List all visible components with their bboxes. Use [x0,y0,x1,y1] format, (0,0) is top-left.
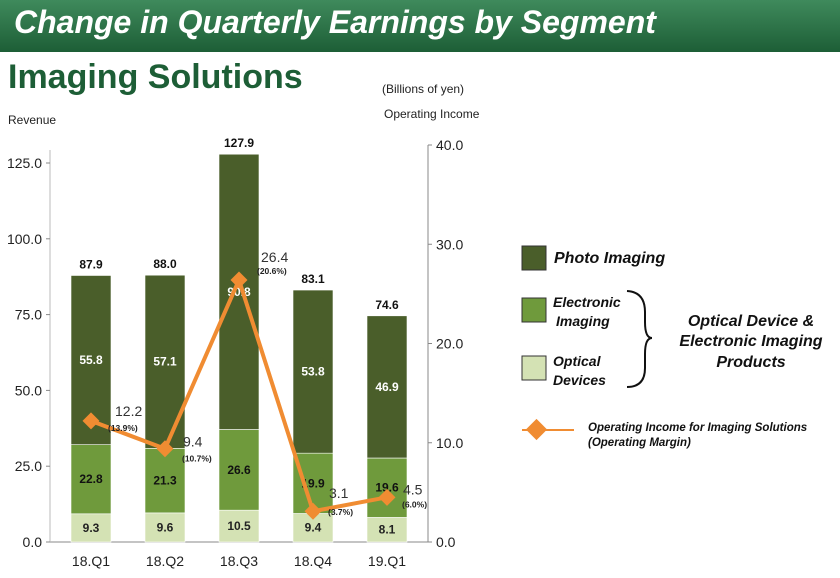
bar-segment-electronic [70,444,112,515]
operating-margin-label: (10.7%) [182,454,212,464]
bar-value-label: 10.5 [227,519,251,533]
y-right-tick-label: 40.0 [436,137,463,153]
y-axis-left-label: Revenue [8,113,57,127]
operating-income-marker [304,502,322,520]
bar-value-label: 57.1 [153,355,177,369]
y-left-tick-label: 100.0 [7,231,42,247]
bar-total-label: 74.6 [375,298,399,312]
legend-group-label: Optical Device & [688,313,814,330]
bar-segment-electronic [366,457,408,518]
section-title: Imaging Solutions [8,58,303,96]
page-title: Change in Quarterly Earnings by Segment [14,4,656,40]
unit-label: (Billions of yen) [382,82,465,96]
legend-label-operating-margin: (Operating Margin) [588,437,691,449]
legend-swatch-electronic [521,297,547,323]
bar-segment-photo [292,289,334,454]
operating-income-marker [82,412,100,430]
bar-value-label: 9.6 [157,520,174,534]
y-left-tick-label: 125.0 [7,155,42,171]
bar-segment-electronic [218,429,260,511]
legend-label-photo: Photo Imaging [554,250,665,267]
bar-segment-electronic [144,448,186,514]
bar-value-label: 55.8 [79,353,103,367]
y-axis-right-label: Operating Income [384,107,480,121]
x-tick-label: 18.Q1 [72,553,110,569]
bar-segment-optical [218,509,260,543]
operating-income-value: 9.4 [183,434,203,450]
legend-group-brace [626,290,653,388]
bar-value-label: 46.9 [375,380,399,394]
operating-margin-label: (6.0%) [402,499,427,509]
bar-value-label: 9.4 [305,521,322,535]
y-right-tick-label: 0.0 [436,534,456,550]
y-right-tick-label: 20.0 [436,336,463,352]
bar-segment-photo [218,153,260,430]
y-right-tick-label: 10.0 [436,435,463,451]
bar-value-label: 8.1 [379,523,396,537]
y-left-tick-label: 75.0 [15,307,42,323]
legend-swatch-optical [521,355,547,381]
bar-total-label: 83.1 [301,272,325,286]
legend-label-optical: Devices [553,372,606,388]
y-right-tick-label: 30.0 [436,236,463,252]
bar-value-label: 19.6 [375,481,399,495]
bar-total-label: 127.9 [224,136,254,150]
operating-income-value: 4.5 [403,481,423,497]
operating-income-value: 12.2 [115,403,142,419]
bar-segment-optical [70,513,112,543]
operating-margin-label: (20.6%) [257,266,287,276]
operating-margin-label: (13.9%) [108,423,138,433]
bar-segment-optical [366,517,408,543]
legend-label-electronic: Imaging [556,313,610,329]
y-left-tick-label: 50.0 [15,382,42,398]
bar-value-label: 26.6 [227,463,251,477]
bar-value-label: 22.8 [79,472,103,486]
bar-value-label: 21.3 [153,474,177,488]
x-tick-label: 18.Q4 [294,553,332,569]
legend-marker-operating-income [525,418,548,441]
header-banner [0,0,840,52]
operating-income-marker [230,271,248,289]
legend-label-operating-income: Operating Income for Imaging Solutions [588,422,807,434]
bar-total-label: 87.9 [79,257,103,271]
legend-group-label: Products [716,354,785,371]
x-tick-label: 19.Q1 [368,553,406,569]
bar-value-label: 9.3 [83,521,100,535]
y-left-tick-label: 25.0 [15,458,42,474]
legend-group-label: Electronic Imaging [679,333,822,350]
bar-value-label: 53.8 [301,365,325,379]
operating-income-value: 26.4 [261,249,288,265]
x-tick-label: 18.Q2 [146,553,184,569]
y-left-tick-label: 0.0 [23,534,43,550]
operating-income-marker [378,488,396,506]
legend-label-electronic: Electronic [553,294,621,310]
bar-total-label: 88.0 [153,257,177,271]
legend-swatch-photo [521,245,547,271]
operating-income-value: 3.1 [329,485,349,501]
x-tick-label: 18.Q3 [220,553,258,569]
operating-income-marker [156,440,174,458]
bar-segment-photo [366,315,408,459]
operating-margin-label: (3.7%) [328,507,353,517]
legend-label-optical: Optical [553,353,602,369]
